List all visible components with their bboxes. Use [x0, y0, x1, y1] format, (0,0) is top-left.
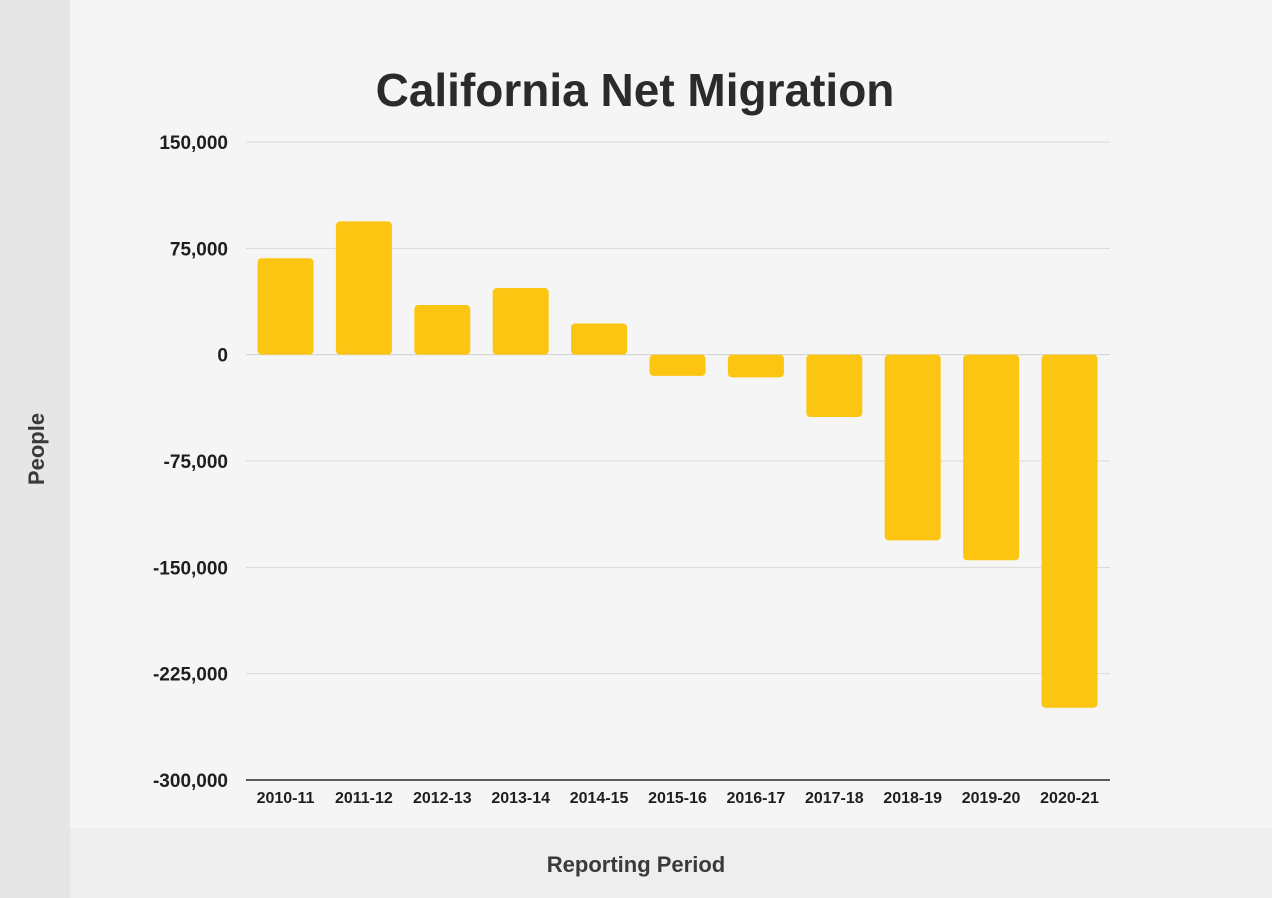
x-tick-label: 2020-21 — [1040, 790, 1099, 807]
bar-2019-20 — [963, 354, 1020, 561]
y-tick-label: -300,000 — [153, 771, 228, 792]
bar-2015-16 — [649, 354, 706, 376]
x-tick-label: 2019-20 — [962, 790, 1021, 807]
bar-2011-12 — [335, 221, 392, 355]
x-tick-label: 2016-17 — [727, 790, 786, 807]
y-tick-label: -150,000 — [153, 558, 228, 579]
bar-2012-13 — [414, 305, 471, 355]
bar-2013-14 — [492, 288, 549, 355]
x-tick-label: 2014-15 — [570, 790, 629, 807]
bar-2017-18 — [806, 354, 863, 418]
x-tick-label: 2012-13 — [413, 790, 472, 807]
x-tick-labels: 2010-11 2011-12 2012-13 2013-14 2014-15 2015-… — [257, 790, 1099, 807]
ylabel-strip — [0, 0, 70, 898]
bar-2020-21 — [1041, 354, 1098, 708]
y-tick-label: 75,000 — [170, 239, 228, 260]
y-tick-label: 0 — [217, 346, 228, 367]
bars — [257, 221, 1098, 708]
x-axis-label: Reporting Period — [547, 852, 725, 877]
x-tick-label: 2018-19 — [883, 790, 942, 807]
x-tick-label: 2017-18 — [805, 790, 864, 807]
x-tick-label: 2013-14 — [491, 790, 550, 807]
y-tick-label: 150,000 — [159, 133, 228, 154]
xlabel-band — [70, 828, 1272, 898]
bar-2010-11 — [257, 258, 314, 355]
y-tick-label: -75,000 — [164, 452, 228, 473]
y-tick-labels: 150,000 75,000 0 -75,000 -150,000 -225,000 -30… — [153, 133, 228, 792]
y-tick-label: -225,000 — [153, 665, 228, 686]
x-tick-label: 2011-12 — [335, 790, 393, 807]
bar-2018-19 — [884, 354, 941, 541]
y-axis-label: People — [24, 413, 49, 485]
x-tick-label: 2015-16 — [648, 790, 707, 807]
bar-2016-17 — [727, 354, 784, 378]
x-tick-label: 2010-11 — [257, 790, 315, 807]
bar-2014-15 — [571, 323, 628, 355]
chart-title: California Net Migration — [376, 64, 895, 116]
